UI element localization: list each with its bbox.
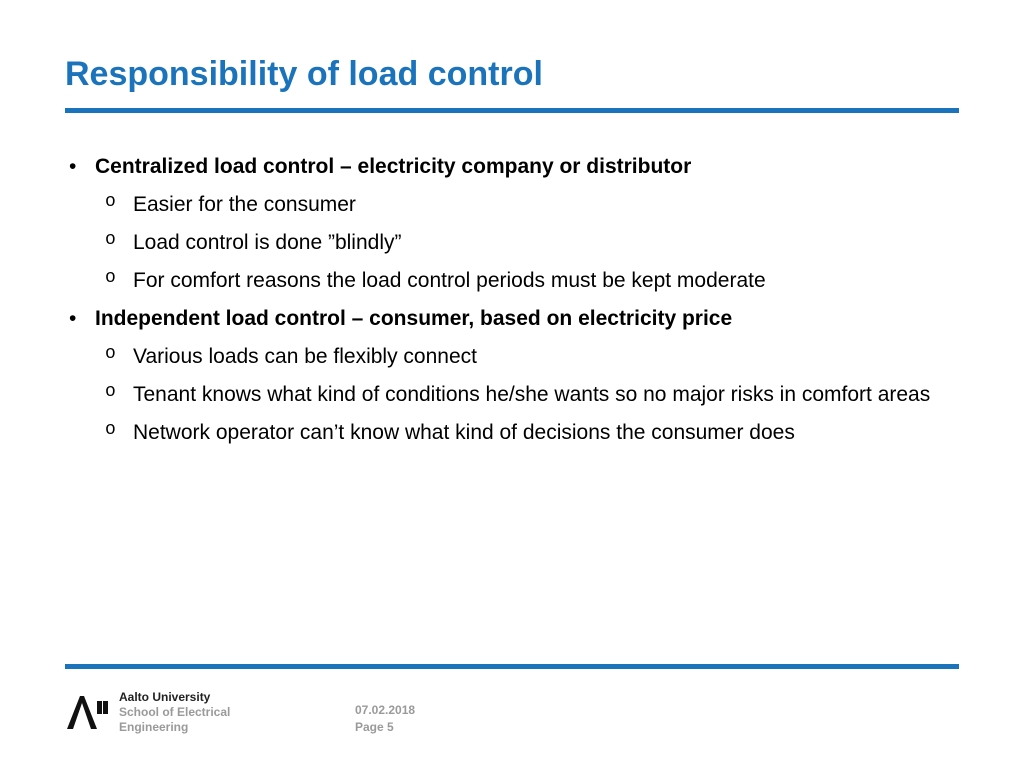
slide-title: Responsibility of load control [65, 55, 543, 94]
bullet-label: Independent load control – consumer, bas… [95, 307, 732, 330]
sub-item: For comfort reasons the load control per… [95, 264, 935, 298]
sub-item: Load control is done ”blindly” [95, 226, 935, 260]
org-name: Aalto University [119, 690, 230, 705]
bullet-label: Centralized load control – electricity c… [95, 155, 691, 178]
title-rule [65, 108, 959, 113]
bullet-item: Independent load control – consumer, bas… [65, 302, 935, 450]
sub-item: Various loads can be flexibly connect [95, 340, 935, 374]
sub-list: Various loads can be flexibly connect Te… [95, 340, 935, 450]
sub-item: Network operator can’t know what kind of… [95, 416, 935, 450]
bullet-item: Centralized load control – electricity c… [65, 150, 935, 298]
org-school-2: Engineering [119, 720, 230, 735]
footer: Aalto University School of Electrical En… [65, 690, 959, 750]
slide: Responsibility of load control Centraliz… [0, 0, 1024, 768]
footer-rule [65, 664, 959, 669]
org-school-1: School of Electrical [119, 705, 230, 720]
sub-list: Easier for the consumer Load control is … [95, 188, 935, 298]
content-area: Centralized load control – electricity c… [65, 150, 935, 454]
sub-item: Tenant knows what kind of conditions he/… [95, 378, 935, 412]
slide-date: 07.02.2018 [355, 702, 415, 719]
logo: Aalto University School of Electrical En… [65, 690, 230, 735]
slide-page: Page 5 [355, 719, 415, 736]
slide-meta: 07.02.2018 Page 5 [355, 702, 415, 736]
sub-item: Easier for the consumer [95, 188, 935, 222]
logo-text: Aalto University School of Electrical En… [119, 690, 230, 735]
bullet-list: Centralized load control – electricity c… [65, 150, 935, 450]
aalto-logo-icon [65, 693, 109, 733]
